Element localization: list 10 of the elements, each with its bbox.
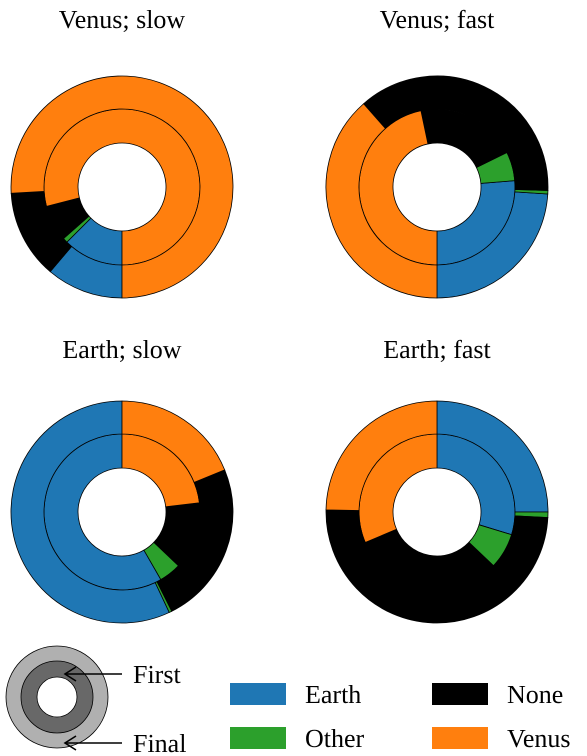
legend-label: Final [133,729,186,756]
legend-label: Other [305,724,365,753]
legend-label: Venus [507,724,571,753]
legend-label: None [507,680,564,709]
legend-label: Earth [305,680,362,709]
chart-title: Earth; fast [383,335,492,364]
chart-title: Venus; fast [380,5,496,34]
chart-title: Venus; slow [58,5,186,34]
chart-title: Earth; slow [62,335,182,364]
legend-label: First [133,660,182,689]
